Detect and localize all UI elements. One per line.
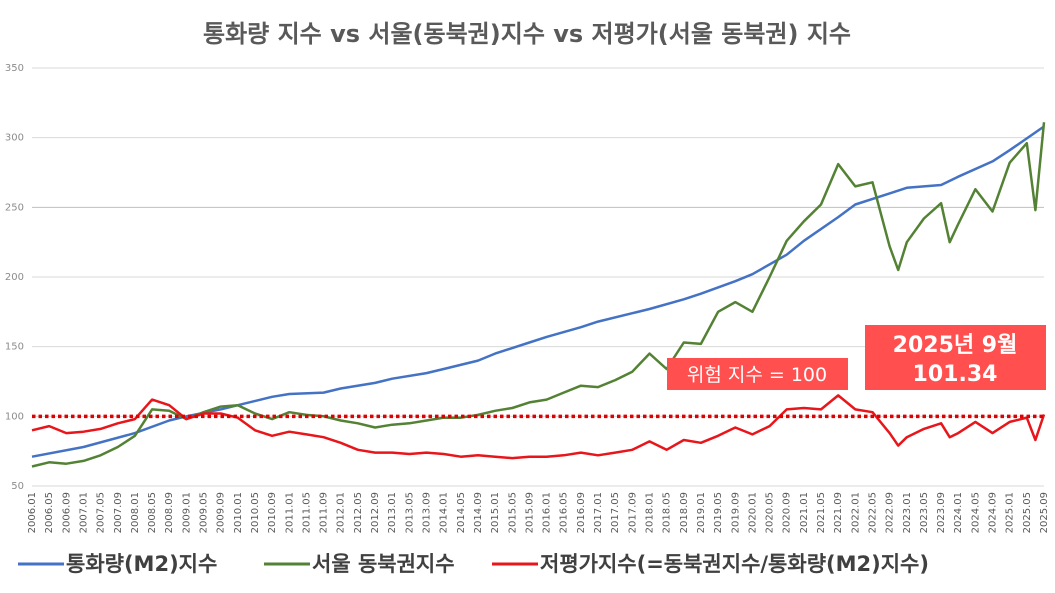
y-tick-label: 50 [11,481,24,492]
x-tick-label: 2025.05 [1022,492,1033,533]
series-line-1 [31,122,1046,468]
y-tick-label: 100 [5,411,24,422]
x-tick-label: 2019.09 [730,492,741,533]
chart-title: 통화량 지수 vs 서울(동북권)지수 vs 저평가(서울 동북권) 지수 [203,20,851,48]
x-tick-label: 2008.01 [130,492,141,533]
x-tick-label: 2021.09 [833,492,844,533]
series-layer [31,122,1046,468]
x-tick-label: 2007.05 [96,492,107,533]
x-tick-label: 2016.01 [542,492,553,533]
x-tick-label: 2014.09 [473,492,484,533]
x-tick-label: 2022.05 [867,492,878,533]
x-tick-label: 2025.01 [1005,492,1016,533]
legend-label-2: 저평가지수(=동북권지수/통화량(M2)지수) [540,552,929,576]
x-tick-label: 2024.01 [953,492,964,533]
x-tick-label: 2023.05 [919,492,930,533]
x-tick-label: 2009.05 [199,492,210,533]
x-tick-label: 2024.09 [988,492,999,533]
x-tick-label: 2017.09 [627,492,638,533]
x-tick-label: 2019.05 [713,492,724,533]
x-tick-label: 2021.01 [799,492,810,533]
x-tick-label: 2010.01 [233,492,244,533]
x-tick-label: 2011.05 [301,492,312,533]
x-axis: 2006.01 2006.05 2006.09 2007.01 2007.05 2007.… [27,492,1050,533]
x-tick-label: 2020.01 [747,492,758,533]
legend-label-1: 서울 동북권지수 [312,552,455,576]
x-tick-label: 2017.01 [593,492,604,533]
latest-value-date: 2025년 9월 [893,333,1018,358]
risk-index-annotation-box [667,358,848,390]
x-tick-label: 2009.09 [216,492,227,533]
x-tick-label: 2023.09 [936,492,947,533]
x-tick-label: 2006.05 [44,492,55,533]
x-tick-label: 2008.09 [164,492,175,533]
x-tick-label: 2013.09 [422,492,433,533]
x-tick-label: 2022.09 [885,492,896,533]
x-tick-label: 2025.09 [1039,492,1050,533]
x-tick-label: 2006.01 [27,492,38,533]
x-tick-label: 2016.09 [576,492,587,533]
x-tick-label: 2018.05 [662,492,673,533]
y-tick-label: 200 [5,272,24,283]
x-tick-label: 2018.09 [679,492,690,533]
x-tick-label: 2016.05 [559,492,570,533]
x-tick-label: 2024.05 [970,492,981,533]
x-tick-label: 2012.09 [370,492,381,533]
x-tick-label: 2020.09 [782,492,793,533]
risk-index-annotation: 위험 지수 = 100 [667,358,848,390]
y-tick-label: 350 [5,63,24,74]
x-tick-label: 2011.01 [284,492,295,533]
x-tick-label: 2012.01 [336,492,347,533]
y-tick-label: 250 [5,202,24,213]
latest-value-annotation-box [865,325,1046,390]
x-tick-label: 2013.01 [387,492,398,533]
x-tick-label: 2010.05 [250,492,261,533]
x-tick-label: 2023.01 [902,492,913,533]
x-tick-label: 2014.01 [439,492,450,533]
y-axis: 50 100 150 200 250 300 350 [5,63,24,492]
x-tick-label: 2007.09 [113,492,124,533]
y-tick-label: 300 [5,133,24,144]
x-tick-label: 2015.05 [507,492,518,533]
risk-index-annotation-text: 위험 지수 = 100 [687,364,827,386]
x-tick-label: 2018.01 [644,492,655,533]
series-line-0 [31,125,1045,458]
x-tick-label: 2012.05 [353,492,364,533]
x-tick-label: 2022.01 [850,492,861,533]
x-tick-label: 2014.05 [456,492,467,533]
x-tick-label: 2013.05 [404,492,415,533]
latest-value-number: 101.34 [913,362,998,387]
x-tick-label: 2006.09 [61,492,72,533]
grid [32,67,1044,487]
x-tick-label: 2009.01 [181,492,192,533]
legend-label-0: 통화량(M2)지수 [66,552,217,576]
x-tick-label: 2007.01 [78,492,89,533]
x-tick-label: 2019.01 [696,492,707,533]
legend: 통화량(M2)지수 서울 동북권지수 저평가지수(=동북권지수/통화량(M2)지수) [18,552,929,576]
x-tick-label: 2017.05 [610,492,621,533]
series-line-2 [31,394,1046,460]
x-tick-label: 2020.05 [765,492,776,533]
x-tick-label: 2015.01 [490,492,501,533]
latest-value-annotation: 2025년 9월 101.34 [865,325,1046,390]
x-tick-label: 2008.05 [147,492,158,533]
y-tick-label: 150 [5,342,24,353]
x-tick-label: 2015.09 [524,492,535,533]
x-tick-label: 2010.09 [267,492,278,533]
x-tick-label: 2021.05 [816,492,827,533]
x-tick-label: 2011.09 [319,492,330,533]
